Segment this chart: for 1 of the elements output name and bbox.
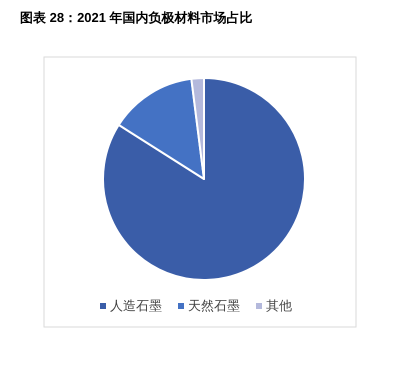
title: 图表 28：2021 年国内负极材料市场占比 [20, 10, 253, 25]
